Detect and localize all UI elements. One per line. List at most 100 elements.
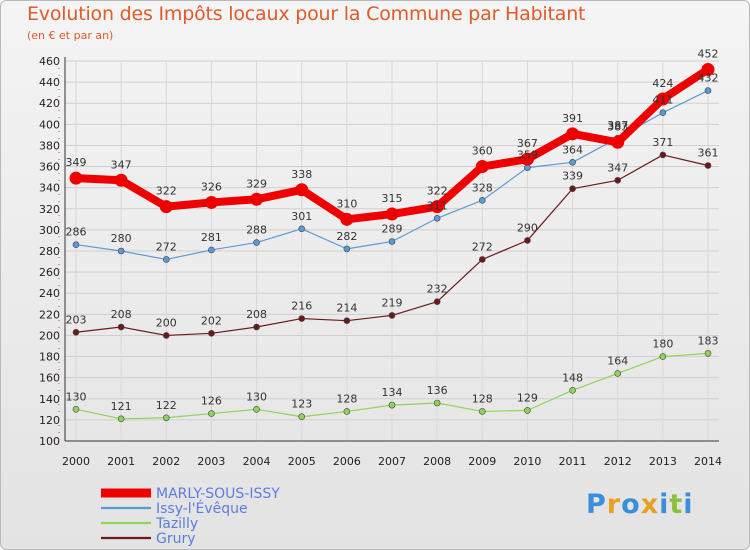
data-label: 310 xyxy=(336,197,357,210)
data-point xyxy=(208,246,215,254)
y-tick-label: 200 xyxy=(39,329,60,342)
y-tick-label: 260 xyxy=(39,266,60,279)
x-tick-label: 2002 xyxy=(152,455,180,468)
data-label: 338 xyxy=(291,168,312,181)
legend-label: MARLY-SOUS-ISSY xyxy=(156,486,280,502)
data-point xyxy=(159,200,173,214)
data-label: 280 xyxy=(111,232,132,245)
data-label: 290 xyxy=(517,221,538,234)
data-label-layer: 349 347 322 326 329 338 310 315 322 360 367 391 383 4… xyxy=(66,47,719,412)
data-label: 411 xyxy=(652,94,673,107)
data-point xyxy=(388,312,396,319)
x-tick-label: 2005 xyxy=(288,455,316,468)
data-label: 200 xyxy=(156,316,177,329)
x-tick-label: 2013 xyxy=(649,455,677,468)
data-label: 148 xyxy=(562,371,583,384)
x-tick-label: 2007 xyxy=(378,455,406,468)
data-label: 361 xyxy=(698,147,719,160)
chart-subtitle: (en € et par an) xyxy=(27,29,114,42)
data-point xyxy=(117,247,125,255)
x-tick-label: 2006 xyxy=(333,455,361,468)
data-point xyxy=(569,387,576,394)
data-label: 286 xyxy=(66,226,87,239)
data-point xyxy=(162,256,170,263)
data-label: 183 xyxy=(698,334,719,347)
data-point xyxy=(569,159,576,166)
y-tick-label: 160 xyxy=(39,372,60,385)
data-label: 203 xyxy=(66,313,87,326)
data-label: 371 xyxy=(652,136,673,149)
x-tick-label: 2012 xyxy=(604,455,632,468)
data-label: 364 xyxy=(562,143,583,156)
axis-layer: 100 120 140 160 180 200 220 240 260 280 300 320 340 3… xyxy=(39,55,722,468)
data-point xyxy=(478,197,486,204)
data-point xyxy=(659,109,667,117)
data-label: 360 xyxy=(472,145,493,158)
logo-letter: i xyxy=(683,489,694,520)
data-label: 349 xyxy=(66,156,87,169)
logo-letter: o xyxy=(621,489,641,520)
data-point xyxy=(520,152,534,166)
x-tick-label: 2011 xyxy=(559,455,587,468)
data-label: 326 xyxy=(201,180,222,193)
data-label: 322 xyxy=(427,185,448,198)
data-point xyxy=(343,317,351,324)
data-point xyxy=(117,415,125,423)
data-point xyxy=(69,171,83,185)
data-point xyxy=(704,350,712,357)
y-tick-label: 360 xyxy=(39,161,60,174)
data-label: 214 xyxy=(336,302,357,315)
data-label: 272 xyxy=(156,240,177,253)
data-label: 272 xyxy=(472,240,493,253)
data-label: 126 xyxy=(201,395,222,408)
data-point xyxy=(298,315,306,322)
data-label: 180 xyxy=(652,338,673,351)
data-label: 208 xyxy=(246,308,267,321)
data-label: 391 xyxy=(562,112,583,125)
y-tick-label: 440 xyxy=(39,76,60,89)
data-point xyxy=(569,185,576,193)
logo-letter: r xyxy=(606,489,622,520)
data-point xyxy=(388,238,396,245)
y-tick-label: 280 xyxy=(39,245,60,258)
x-tick-label: 2004 xyxy=(243,455,271,468)
data-label: 164 xyxy=(607,354,628,367)
data-point xyxy=(250,192,264,206)
chart-title: Evolution des Impôts locaux pour la Comm… xyxy=(27,3,586,25)
y-tick-label: 460 xyxy=(39,55,60,68)
data-label: 202 xyxy=(201,314,222,327)
data-label: 452 xyxy=(698,47,719,60)
x-tick-label: 2010 xyxy=(513,455,541,468)
y-tick-label: 240 xyxy=(39,287,60,300)
proxiti-logo: Proxiti xyxy=(586,489,694,520)
data-point xyxy=(72,241,80,248)
data-label: 322 xyxy=(156,185,177,198)
data-point xyxy=(295,183,309,197)
data-point xyxy=(253,239,260,246)
data-label: 289 xyxy=(382,223,403,236)
data-point xyxy=(701,62,715,76)
y-tick-label: 100 xyxy=(39,435,60,448)
data-point xyxy=(253,406,260,413)
data-point xyxy=(298,225,306,233)
y-tick-label: 120 xyxy=(39,414,60,427)
data-label: 130 xyxy=(246,390,267,403)
data-point xyxy=(114,173,128,187)
data-point xyxy=(385,207,399,221)
data-label: 136 xyxy=(427,384,448,397)
data-point xyxy=(524,237,531,244)
data-label: 328 xyxy=(472,181,493,194)
y-tick-label: 300 xyxy=(39,224,60,237)
data-label: 134 xyxy=(382,386,403,399)
data-point xyxy=(433,298,441,305)
data-point xyxy=(72,328,80,336)
data-point xyxy=(208,410,215,417)
y-tick-label: 400 xyxy=(39,118,60,131)
data-label: 122 xyxy=(156,399,177,412)
data-label: 232 xyxy=(427,283,448,296)
data-label: 282 xyxy=(336,230,357,243)
data-label: 329 xyxy=(246,177,267,190)
logo-letter: x xyxy=(640,489,660,520)
data-point xyxy=(388,401,396,409)
